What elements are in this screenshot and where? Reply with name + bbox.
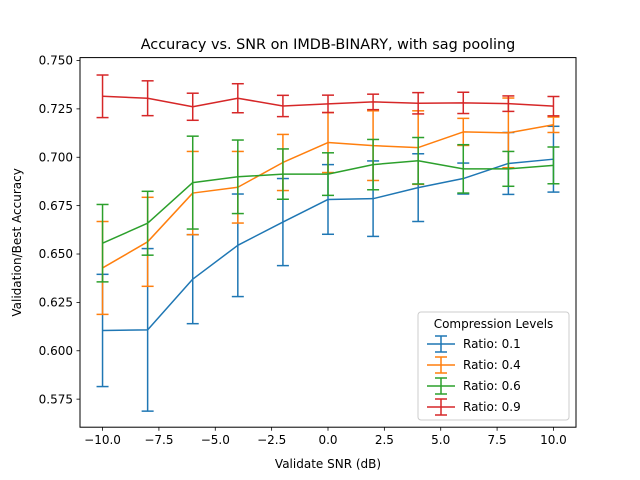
legend-box (417, 311, 570, 421)
y-tick-label: 0.725 (39, 102, 73, 116)
legend: Compression Levels Ratio: 0.1 Ratio: 0.4 R… (417, 311, 570, 421)
y-tick-label: 0.750 (39, 54, 73, 68)
legend-item: Ratio: 0.1 (427, 335, 521, 353)
y-tick-label: 0.575 (39, 392, 73, 406)
x-tick-label: 10.0 (540, 433, 567, 447)
legend-item: Ratio: 0.6 (427, 377, 521, 395)
chart-title: Accuracy vs. SNR on IMDB-BINARY, with sa… (141, 37, 516, 53)
series-line (102, 159, 554, 244)
y-tick-label: 0.650 (39, 247, 73, 261)
series-3 (96, 135, 560, 283)
series-4 (96, 74, 560, 122)
legend-label: Ratio: 0.6 (463, 379, 521, 393)
x-tick-label: 7.5 (488, 433, 507, 447)
x-tick-label: 2.5 (375, 433, 394, 447)
x-axis-label: Validate SNR (dB) (275, 457, 381, 471)
plot-area (96, 74, 560, 412)
y-axis-label: Validation/Best Accuracy (10, 168, 24, 316)
y-axis: 0.575 0.600 0.625 0.650 0.675 0.700 0.725 0.750 (39, 54, 80, 406)
y-tick-label: 0.675 (39, 199, 73, 213)
y-tick-label: 0.625 (39, 296, 73, 310)
legend-label: Ratio: 0.9 (463, 400, 521, 414)
series-line (102, 124, 554, 269)
x-tick-label: −2.5 (257, 433, 286, 447)
x-axis: −10.0 −7.5 −5.0 −2.5 0.0 2.5 5.0 7.5 10.0 (84, 427, 567, 447)
series-line (102, 158, 554, 332)
legend-item: Ratio: 0.9 (427, 398, 521, 416)
x-tick-label: −7.5 (144, 433, 173, 447)
legend-item: Ratio: 0.4 (427, 356, 521, 374)
legend-title: Compression Levels (434, 317, 554, 331)
x-tick-label: 0.0 (318, 433, 337, 447)
legend-label: Ratio: 0.4 (463, 358, 521, 372)
y-tick-label: 0.600 (39, 344, 73, 358)
x-tick-label: −5.0 (201, 433, 230, 447)
x-tick-label: −10.0 (84, 433, 121, 447)
x-tick-label: 5.0 (431, 433, 450, 447)
y-tick-label: 0.700 (39, 150, 73, 164)
legend-label: Ratio: 0.1 (463, 337, 521, 351)
series-line (102, 95, 554, 108)
